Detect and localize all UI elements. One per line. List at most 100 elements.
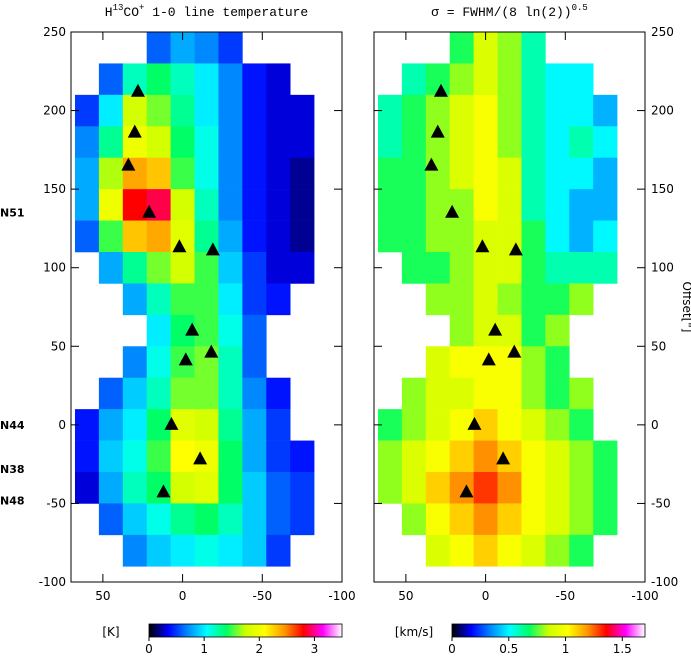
heatmap-cell (218, 63, 243, 96)
heatmap-cell (521, 189, 546, 221)
title-superscript: 13 (113, 3, 124, 13)
heatmap-cell (146, 314, 171, 347)
heatmap-cell (218, 409, 243, 441)
y-tick-label: -100 (39, 575, 66, 589)
y-tick-label: 50 (51, 339, 66, 353)
heatmap-cell (218, 346, 243, 379)
heatmap-cell (593, 94, 618, 127)
heatmap-cell (497, 472, 522, 504)
colorbar-label: [K] (102, 625, 119, 639)
marker-triangle (178, 352, 193, 366)
heatmap-cell (569, 189, 594, 221)
heatmap-cell (425, 377, 451, 410)
heatmap-cell (290, 189, 315, 221)
heatmap-cell (473, 94, 498, 127)
heatmap-cell (74, 189, 100, 221)
heatmap-cell (170, 440, 195, 473)
title-text: CO (123, 5, 139, 20)
heatmap-cell (425, 94, 451, 127)
heatmap-cell (74, 157, 100, 190)
heatmap-cell (569, 472, 594, 504)
heatmap-cell (242, 283, 267, 316)
heatmap-cell (194, 503, 219, 536)
heatmap-cell (449, 63, 474, 96)
heatmap-cell (545, 472, 570, 504)
heatmap-cell (146, 283, 171, 316)
heatmap-cell (401, 377, 427, 410)
heatmap-cell (266, 252, 291, 284)
heatmap-cell (218, 314, 243, 347)
heatmap-cell (377, 409, 403, 441)
x-tick-label: -100 (328, 589, 355, 603)
heatmap-cell (545, 377, 570, 410)
heatmap-cell (266, 283, 291, 316)
heatmap-cell (146, 534, 171, 567)
colorbar-tick-label: 2 (255, 642, 263, 656)
heatmap-cell (521, 314, 546, 347)
title-text: H (105, 5, 113, 20)
heatmap-cell (98, 189, 124, 221)
heatmap-cell (593, 157, 618, 190)
heatmap-cell (98, 220, 124, 253)
y-tick-label: 200 (651, 104, 674, 118)
heatmap-cell (521, 157, 546, 190)
heatmap-cell (98, 157, 124, 190)
heatmap-cell (266, 503, 291, 536)
heatmap-cell (473, 440, 498, 473)
heatmap-cell (521, 220, 546, 253)
heatmap-cell (593, 440, 618, 473)
heatmap-cell (218, 189, 243, 221)
heatmap-cell (194, 189, 219, 221)
heatmap-cell (473, 472, 498, 504)
heatmap-cell (497, 189, 522, 221)
heatmap-cell (290, 126, 315, 159)
heatmap-cell (521, 377, 546, 410)
marker-triangle (424, 157, 439, 171)
heatmap-cell (545, 126, 570, 159)
marker-triangle (496, 451, 511, 465)
heatmap-cell (449, 32, 474, 64)
heatmap-cell (74, 220, 100, 253)
heatmap-cell (449, 503, 474, 536)
title-text: 1-0 line temperature (144, 5, 308, 20)
marker-triangle (142, 204, 157, 218)
heatmap-cell (122, 503, 148, 536)
heatmap-cell (242, 377, 267, 410)
heatmap-cell (449, 472, 474, 504)
heatmap-cell (146, 126, 171, 159)
heatmap-cell (218, 472, 243, 504)
heatmap-cell (242, 94, 267, 127)
heatmap-cell (449, 126, 474, 159)
heatmap-cell (545, 534, 570, 567)
heatmap-cell (497, 157, 522, 190)
marker-triangle (156, 484, 171, 498)
colorbar-tick-label: 0.5 (499, 642, 518, 656)
heatmap-cell (593, 189, 618, 221)
source-label: N38 (0, 463, 25, 476)
colorbar-tick-label: 0 (448, 642, 456, 656)
heatmap-cell (146, 440, 171, 473)
heatmap-cell (218, 220, 243, 253)
marker-triangle (488, 322, 503, 336)
colorbar-tick-label: 1 (562, 642, 570, 656)
heatmap-cell (218, 126, 243, 159)
heatmap-cell (74, 440, 100, 473)
heatmap-cell (521, 63, 546, 96)
heatmap-cell (290, 94, 315, 127)
heatmap-cell (401, 440, 427, 473)
heatmap-cell (425, 440, 451, 473)
heatmap-cell (74, 472, 100, 504)
heatmap-cell (242, 440, 267, 473)
heatmap-cell (401, 409, 427, 441)
heatmap-cell (521, 472, 546, 504)
heatmap-cell (146, 252, 171, 284)
heatmap-cell (146, 503, 171, 536)
heatmap-cell (545, 503, 570, 536)
heatmap-cell (242, 157, 267, 190)
x-tick-label: -100 (631, 589, 658, 603)
marker-triangle (205, 242, 220, 256)
heatmap-cell (170, 189, 195, 221)
heatmap-cell (473, 189, 498, 221)
heatmap-cell (521, 32, 546, 64)
heatmap-cell (170, 126, 195, 159)
